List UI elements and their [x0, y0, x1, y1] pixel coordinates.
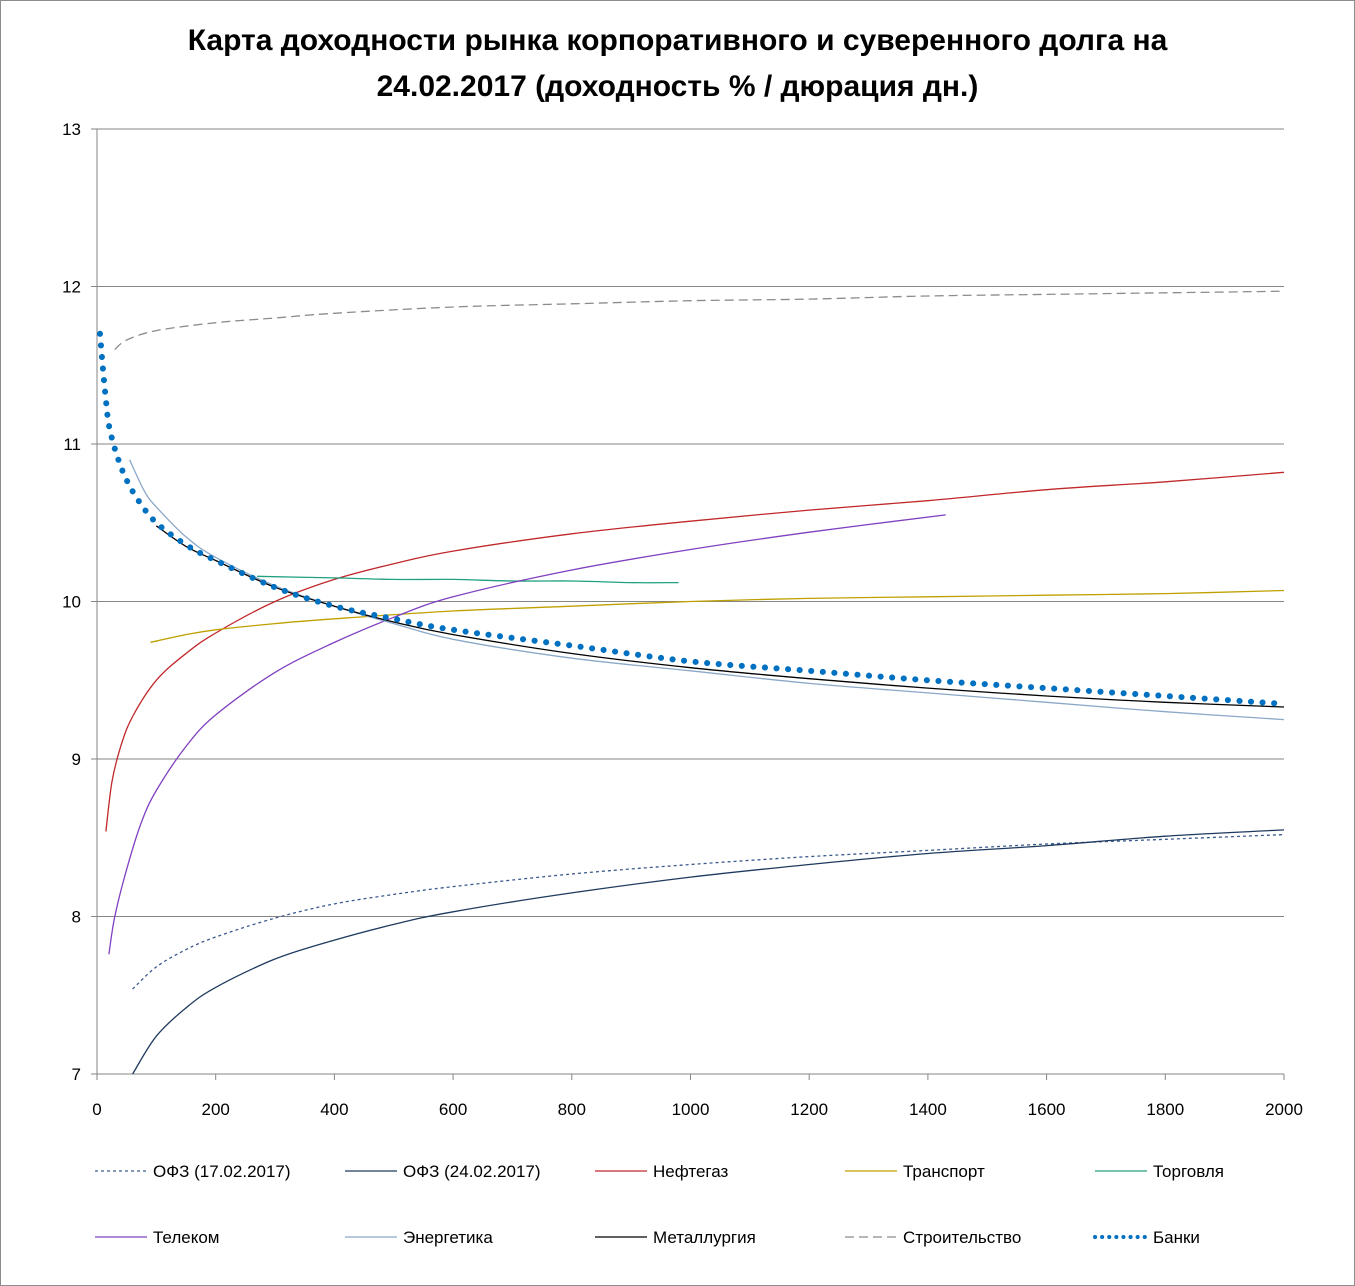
legend-label-7: Энергетика [403, 1228, 493, 1247]
x-tick-label: 1000 [672, 1100, 710, 1119]
legend-label-4: Транспорт [903, 1162, 985, 1181]
x-tick-label: 0 [92, 1100, 101, 1119]
legend-label-8: Металлургия [653, 1228, 756, 1247]
y-tick-label: 9 [72, 750, 81, 769]
y-tick-label: 8 [72, 908, 81, 927]
series-4-line [150, 589, 1285, 644]
y-tick-label: 7 [72, 1065, 81, 1084]
series-2-line [132, 829, 1285, 1075]
legend: ОФЗ (17.02.2017) ОФЗ (24.02.2017) Нефтегаз… [95, 1162, 1224, 1247]
series-9-line [114, 290, 1285, 351]
series-10-line [97, 330, 1287, 707]
chart-title: Карта доходности рынка корпоративного и … [0, 18, 1355, 110]
x-tick-label: 2000 [1265, 1100, 1303, 1119]
legend-label-5: Торговля [1153, 1162, 1224, 1181]
x-tick-label: 1600 [1028, 1100, 1066, 1119]
series-1-line [132, 833, 1285, 990]
y-tick-label: 12 [62, 278, 81, 297]
x-tick-label: 200 [202, 1100, 230, 1119]
gridlines [97, 128, 1284, 917]
legend-label-3: Нефтегаз [653, 1162, 728, 1181]
x-tick-label: 1400 [909, 1100, 947, 1119]
y-tick-label: 11 [63, 435, 81, 454]
series-8-line [155, 525, 1285, 708]
x-tick-label: 1800 [1146, 1100, 1184, 1119]
axes: 7 8 9 10 11 12 13 0 200 400 600 800 1000 1200 1400 1600… [62, 120, 1303, 1119]
series-5-line [257, 575, 679, 584]
series-3-line [105, 471, 1285, 832]
series-group [97, 290, 1287, 1075]
legend-label-1: ОФЗ (17.02.2017) [153, 1162, 291, 1181]
legend-label-10: Банки [1153, 1228, 1200, 1247]
legend-label-2: ОФЗ (24.02.2017) [403, 1162, 541, 1181]
legend-label-9: Строительство [903, 1228, 1021, 1247]
x-tick-label: 1200 [790, 1100, 828, 1119]
x-tick-label: 600 [439, 1100, 467, 1119]
legend-label-6: Телеком [153, 1228, 219, 1247]
x-tick-label: 400 [320, 1100, 348, 1119]
series-7-line [129, 459, 1285, 721]
chart-title-line-1: Карта доходности рынка корпоративного и … [187, 24, 1168, 57]
x-tick-label: 800 [558, 1100, 586, 1119]
y-tick-label: 13 [62, 120, 81, 139]
y-tick-label: 10 [62, 593, 81, 612]
series-6-line [108, 514, 946, 955]
chart-title-line-2: 24.02.2017 (доходность % / дюрация дн.) [376, 70, 979, 103]
